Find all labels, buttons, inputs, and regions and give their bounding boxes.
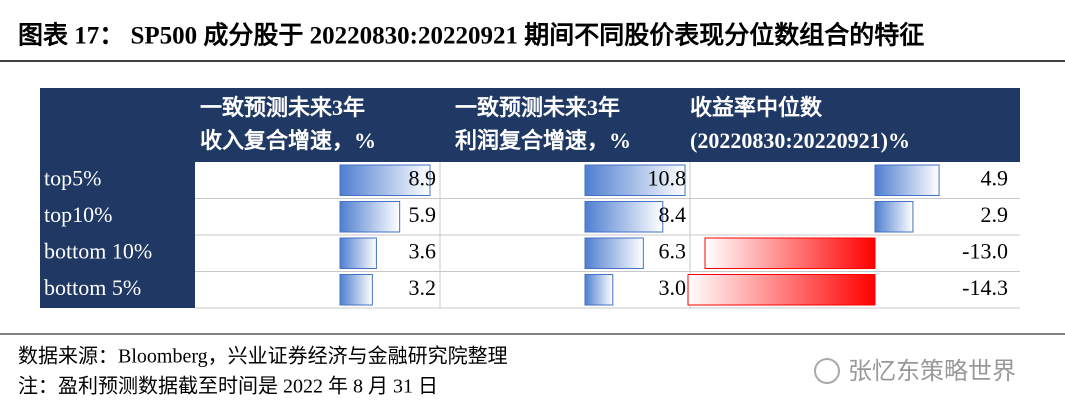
- cell-value: 10.8: [648, 165, 687, 190]
- row-label: bottom 10%: [44, 238, 152, 263]
- column-header: 利润复合增速，%: [455, 128, 631, 153]
- cell-value: -14.3: [962, 275, 1008, 300]
- column-header: (20220830:20220921)%: [690, 128, 910, 153]
- data-bar: [584, 237, 644, 269]
- row-label: top5%: [44, 165, 101, 190]
- table: 一致预测未来3年收入复合增速，%一致预测未来3年利润复合增速，%收益率中位数(2…: [44, 95, 1020, 309]
- row-label: top10%: [44, 202, 112, 227]
- cell-value: 3.2: [409, 275, 437, 300]
- title: 图表 17： SP500 成分股于 20220830:20220921 期间不同…: [18, 21, 924, 50]
- cell-value: 8.4: [659, 202, 687, 227]
- header-bg: [40, 88, 1020, 162]
- data-bar: [704, 237, 876, 269]
- note: 数据来源：Bloomberg，兴业证券经济与金融研究院整理: [18, 345, 508, 368]
- column-header: 收入复合增速，%: [200, 128, 376, 153]
- cell-value: 3.0: [659, 275, 687, 300]
- row-label: bottom 5%: [44, 275, 141, 300]
- cell-value: 5.9: [409, 202, 437, 227]
- cell-value: 8.9: [409, 165, 437, 190]
- watermark-icon: [814, 358, 840, 384]
- cell-value: 3.6: [409, 238, 437, 263]
- data-bar: [584, 201, 664, 233]
- column-header: 一致预测未来3年: [455, 95, 620, 120]
- data-bar: [339, 274, 373, 306]
- note: 注：盈利预测数据截至时间是 2022 年 8 月 31 日: [18, 375, 438, 398]
- column-header: 一致预测未来3年: [200, 95, 365, 120]
- data-bar: [584, 164, 686, 196]
- cell-value: -13.0: [962, 238, 1008, 263]
- data-bar: [874, 201, 914, 233]
- column-header: 收益率中位数: [690, 95, 823, 120]
- data-bar: [584, 274, 614, 306]
- label-bg: [40, 162, 195, 308]
- data-bar: [339, 201, 401, 233]
- watermark: 张忆东策略世界: [848, 357, 1016, 385]
- cell-value: 6.3: [659, 238, 687, 263]
- data-bar: [339, 237, 377, 269]
- data-bar: [687, 274, 876, 306]
- data-bar: [874, 164, 940, 196]
- cell-value: 4.9: [981, 165, 1009, 190]
- cell-value: 2.9: [981, 202, 1009, 227]
- data-bar: [339, 164, 431, 196]
